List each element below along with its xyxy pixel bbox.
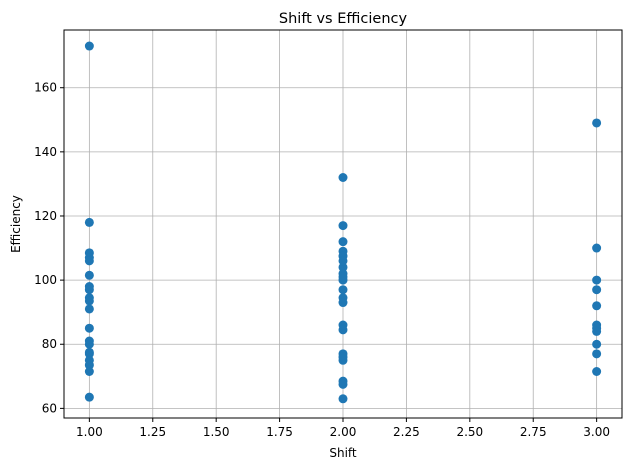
data-point	[338, 379, 348, 389]
data-point	[84, 339, 94, 349]
data-point	[84, 392, 94, 402]
data-points	[84, 41, 602, 404]
data-point	[338, 298, 348, 308]
data-point	[338, 352, 348, 362]
data-point	[84, 285, 94, 295]
x-tick-label: 2.00	[330, 425, 357, 439]
y-tick-label: 120	[34, 209, 57, 223]
data-point	[84, 270, 94, 280]
y-axis-label: Efficiency	[9, 195, 23, 253]
x-tick-label: 1.00	[76, 425, 103, 439]
x-tick-label: 1.25	[139, 425, 166, 439]
x-tick-label: 1.50	[203, 425, 230, 439]
y-tick-label: 60	[42, 401, 57, 415]
data-point	[338, 256, 348, 266]
y-tick-label: 100	[34, 273, 57, 287]
data-point	[84, 347, 94, 357]
x-tick-label: 2.75	[520, 425, 547, 439]
data-point	[338, 272, 348, 282]
x-tick-label: 2.25	[393, 425, 420, 439]
data-point	[592, 339, 602, 349]
data-point	[84, 360, 94, 370]
x-tick-label: 3.00	[583, 425, 610, 439]
data-point	[84, 304, 94, 314]
y-tick-label: 160	[34, 81, 57, 95]
data-point	[592, 275, 602, 285]
data-point	[338, 221, 348, 231]
axis-ticks: 1.00 1.25 1.50 1.75 2.00 2.25 2.50 2.75 3.00 60 80…	[34, 81, 610, 439]
data-point	[338, 394, 348, 404]
data-point	[84, 323, 94, 333]
x-axis-label: Shift	[329, 446, 357, 460]
data-point	[592, 243, 602, 253]
data-point	[338, 237, 348, 247]
data-point	[338, 262, 348, 272]
y-tick-label: 80	[42, 337, 57, 351]
y-tick-label: 140	[34, 145, 57, 159]
data-point	[592, 301, 602, 311]
data-point	[592, 326, 602, 336]
data-point	[592, 367, 602, 377]
data-point	[338, 173, 348, 183]
x-tick-label: 2.50	[456, 425, 483, 439]
chart-title: Shift vs Efficiency	[279, 11, 408, 27]
data-point	[592, 118, 602, 128]
data-point	[338, 325, 348, 335]
data-point	[592, 349, 602, 359]
data-point	[84, 256, 94, 266]
data-point	[592, 285, 602, 295]
x-tick-label: 1.75	[266, 425, 293, 439]
data-point	[84, 367, 94, 377]
data-point	[84, 217, 94, 227]
data-point	[84, 41, 94, 51]
data-point	[338, 285, 348, 295]
data-point	[84, 296, 94, 306]
